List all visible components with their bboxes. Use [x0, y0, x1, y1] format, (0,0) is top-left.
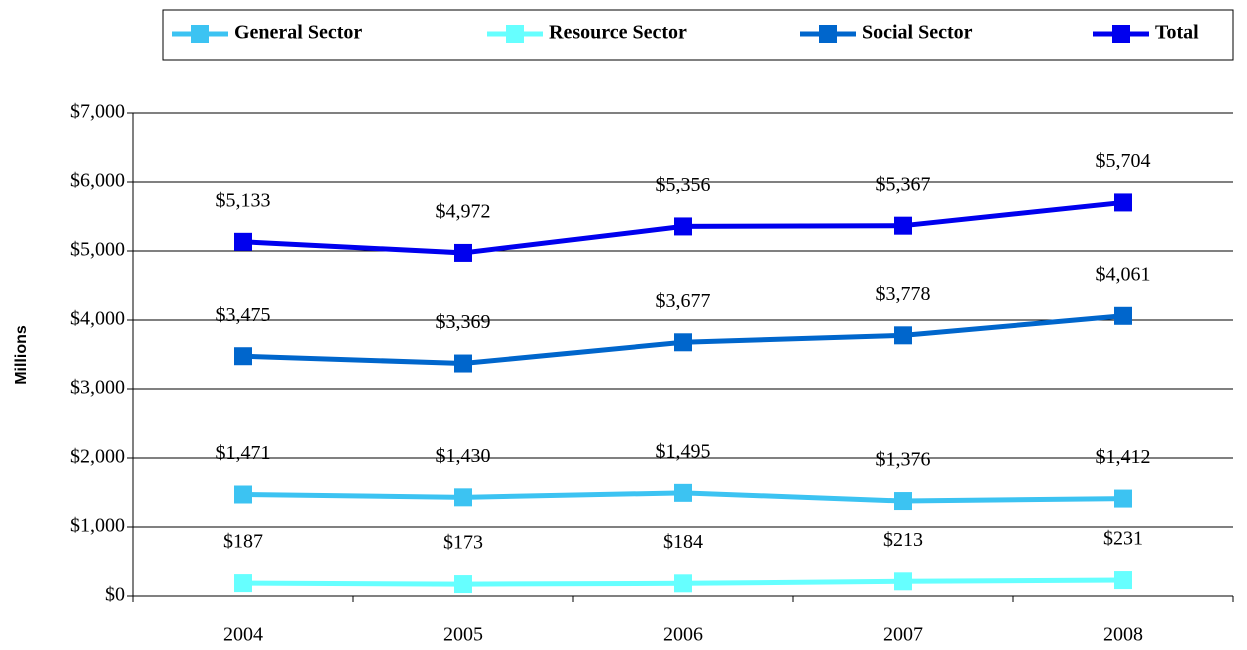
- point-marker: [454, 354, 472, 373]
- point-marker: [674, 483, 692, 502]
- x-tick-label: 2007: [883, 624, 923, 646]
- value-label: $1,430: [436, 445, 491, 467]
- value-label: $184: [663, 531, 703, 553]
- legend-marker: [506, 25, 524, 43]
- value-label: $3,475: [216, 304, 271, 326]
- point-marker: [454, 243, 472, 262]
- legend-marker: [1112, 25, 1130, 43]
- value-label: $5,133: [216, 189, 271, 211]
- value-label: $187: [223, 531, 263, 553]
- point-marker: [894, 216, 912, 235]
- value-label: $173: [443, 532, 483, 554]
- y-axis-label: Millions: [13, 325, 30, 385]
- y-tick-label: $0: [105, 584, 125, 606]
- value-label: $4,972: [436, 201, 491, 223]
- legend-label: Resource Sector: [549, 22, 687, 44]
- value-label: $1,412: [1096, 446, 1151, 468]
- y-tick-label: $5,000: [70, 239, 125, 261]
- point-marker: [1114, 571, 1132, 590]
- value-label: $5,704: [1096, 150, 1151, 172]
- value-label: $3,778: [876, 283, 931, 305]
- legend-box: [162, 9, 1234, 61]
- legend-label: General Sector: [234, 22, 362, 44]
- point-marker: [234, 485, 252, 504]
- value-label: $231: [1103, 528, 1143, 550]
- point-marker: [894, 492, 912, 511]
- value-label: $1,376: [876, 449, 931, 471]
- point-marker: [1114, 489, 1132, 508]
- y-tick-label: $1,000: [70, 515, 125, 537]
- x-tick-label: 2005: [443, 624, 483, 646]
- y-tick-label: $6,000: [70, 170, 125, 192]
- x-tick-label: 2006: [663, 624, 703, 646]
- point-marker: [894, 572, 912, 591]
- value-label: $4,061: [1096, 263, 1151, 285]
- y-tick-label: $3,000: [70, 377, 125, 399]
- point-marker: [1114, 193, 1132, 212]
- x-tick-label: 2008: [1103, 624, 1143, 646]
- point-marker: [674, 333, 692, 352]
- point-marker: [454, 488, 472, 507]
- point-marker: [1114, 306, 1132, 325]
- legend-label: Social Sector: [862, 22, 973, 44]
- y-tick-label: $4,000: [70, 308, 125, 330]
- point-marker: [234, 232, 252, 251]
- point-marker: [454, 575, 472, 594]
- point-marker: [674, 217, 692, 236]
- point-marker: [234, 347, 252, 366]
- value-label: $1,471: [216, 442, 271, 464]
- y-tick-label: $7,000: [70, 101, 125, 123]
- value-label: $1,495: [656, 440, 711, 462]
- value-label: $5,367: [876, 173, 931, 195]
- value-label: $213: [883, 529, 923, 551]
- y-tick-label: $2,000: [70, 446, 125, 468]
- legend-label: Total: [1155, 22, 1199, 44]
- point-marker: [674, 574, 692, 593]
- x-tick-label: 2004: [223, 624, 263, 646]
- legend-marker: [819, 25, 837, 43]
- legend-marker: [191, 25, 209, 43]
- value-label: $5,356: [656, 174, 711, 196]
- value-label: $3,677: [656, 290, 711, 312]
- point-marker: [234, 574, 252, 593]
- point-marker: [894, 326, 912, 345]
- value-label: $3,369: [436, 311, 491, 333]
